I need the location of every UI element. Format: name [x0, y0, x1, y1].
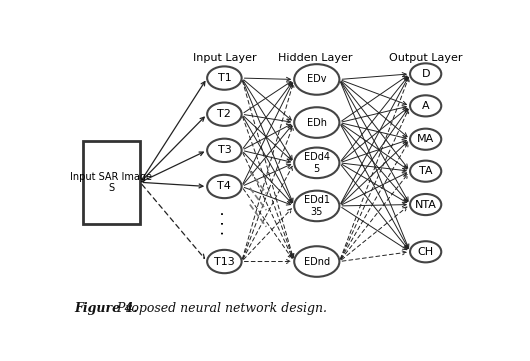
Circle shape [410, 95, 441, 117]
Text: Figure 4.: Figure 4. [74, 303, 138, 316]
Circle shape [207, 175, 242, 198]
Text: · · ·: · · · [217, 210, 232, 235]
Text: Proposed neural network design.: Proposed neural network design. [113, 303, 328, 316]
Text: MA: MA [417, 134, 434, 144]
Text: Input Layer: Input Layer [192, 53, 256, 63]
Text: TA: TA [419, 166, 432, 176]
Text: T2: T2 [217, 109, 231, 119]
Circle shape [207, 250, 242, 273]
Text: T3: T3 [217, 145, 231, 155]
Circle shape [207, 139, 242, 162]
Circle shape [294, 148, 339, 178]
Text: NTA: NTA [414, 200, 437, 209]
Circle shape [294, 246, 339, 277]
Text: T13: T13 [214, 257, 235, 266]
Circle shape [294, 64, 339, 95]
Text: T1: T1 [217, 73, 231, 83]
Text: A: A [422, 101, 429, 111]
Circle shape [207, 66, 242, 90]
Text: Hidden Layer: Hidden Layer [278, 53, 352, 63]
Circle shape [294, 107, 339, 138]
Circle shape [410, 194, 441, 215]
Circle shape [410, 129, 441, 150]
Text: EDnd: EDnd [304, 257, 330, 266]
Text: CH: CH [418, 247, 434, 257]
Text: EDd1
35: EDd1 35 [304, 195, 330, 217]
Text: T4: T4 [217, 182, 231, 191]
Text: Input SAR Image
S: Input SAR Image S [70, 171, 153, 193]
Circle shape [410, 63, 441, 84]
Circle shape [410, 241, 441, 262]
Circle shape [207, 103, 242, 126]
Circle shape [410, 161, 441, 182]
Text: D: D [421, 69, 430, 79]
Text: Output Layer: Output Layer [389, 53, 462, 63]
FancyBboxPatch shape [83, 141, 140, 224]
Circle shape [294, 191, 339, 221]
Text: EDv: EDv [307, 74, 326, 84]
Text: EDh: EDh [307, 118, 327, 127]
Text: EDd4
5: EDd4 5 [304, 152, 330, 174]
